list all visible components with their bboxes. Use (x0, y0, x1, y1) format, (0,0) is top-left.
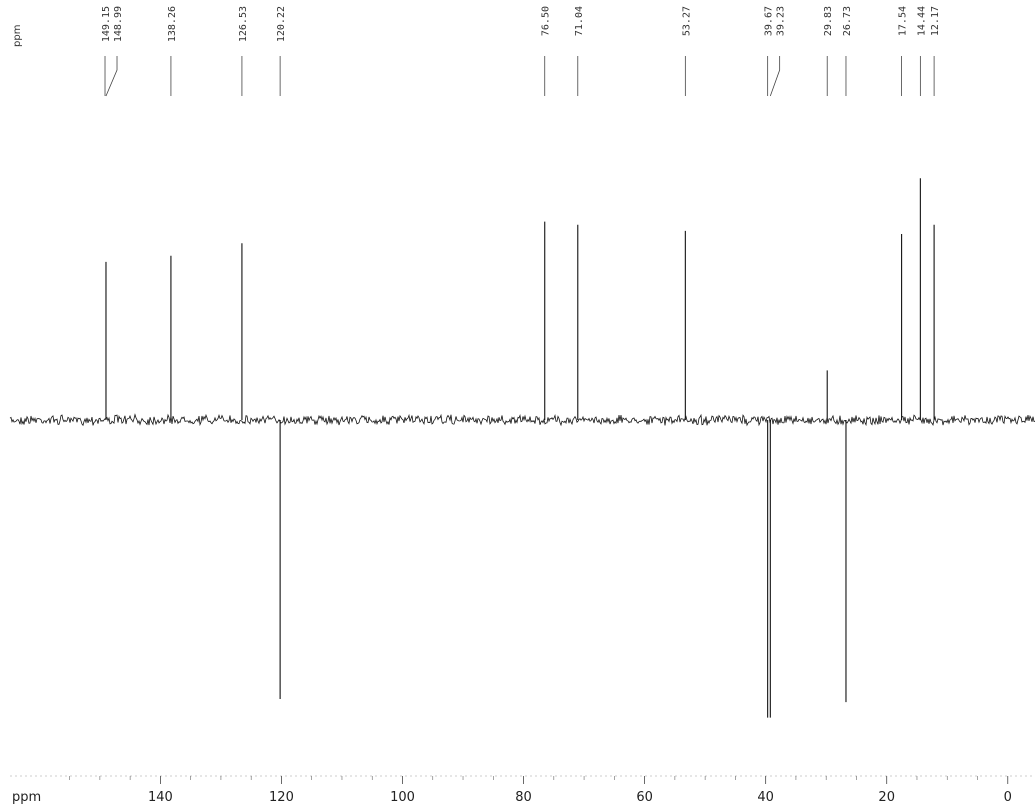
peak-label: 148.99 (113, 6, 124, 42)
peak-label: 53.27 (681, 6, 692, 36)
peak-label: 138.26 (167, 6, 178, 42)
x-axis-tick-label: 140 (148, 790, 173, 805)
x-axis-tick-label: 80 (515, 790, 532, 805)
x-axis: ppm 140 120 100 80 60 40 20 0 (10, 775, 1035, 805)
spectrum-baseline-trace (9, 413, 1035, 427)
x-axis-tick-label: 100 (390, 790, 415, 805)
x-axis-tick-label: 20 (878, 790, 895, 805)
x-axis-tick-label: 60 (636, 790, 653, 805)
peak-label: 126.53 (238, 6, 249, 42)
top-unit-label: ppm (12, 25, 23, 47)
peak-label: 149.15 (101, 6, 112, 42)
peak-label: 29.83 (823, 6, 834, 36)
peak-label: 71.04 (574, 6, 585, 36)
spectrum-trace-layer (9, 178, 1035, 718)
peak-label-layer: 149.15 148.99 138.26 126.53 120.22 76.50 71.04… (101, 6, 941, 97)
peak-leader-line (769, 56, 781, 97)
peak-leader-line (105, 56, 118, 97)
peak-label: 26.73 (842, 6, 853, 36)
x-axis-tick-label: 0 (1004, 790, 1012, 805)
peak-label: 39.67 (764, 6, 775, 36)
peak-label: 120.22 (276, 6, 287, 42)
peak-label: 12.17 (930, 6, 941, 36)
peak-label: 14.44 (916, 6, 927, 36)
peak-label: 17.54 (898, 6, 909, 36)
peak-label: 76.50 (541, 6, 552, 36)
x-axis-tick-label: 120 (269, 790, 294, 805)
x-axis-tick-label: 40 (757, 790, 774, 805)
peak-label: 39.23 (776, 6, 787, 36)
x-axis-unit-label: ppm (12, 790, 41, 805)
